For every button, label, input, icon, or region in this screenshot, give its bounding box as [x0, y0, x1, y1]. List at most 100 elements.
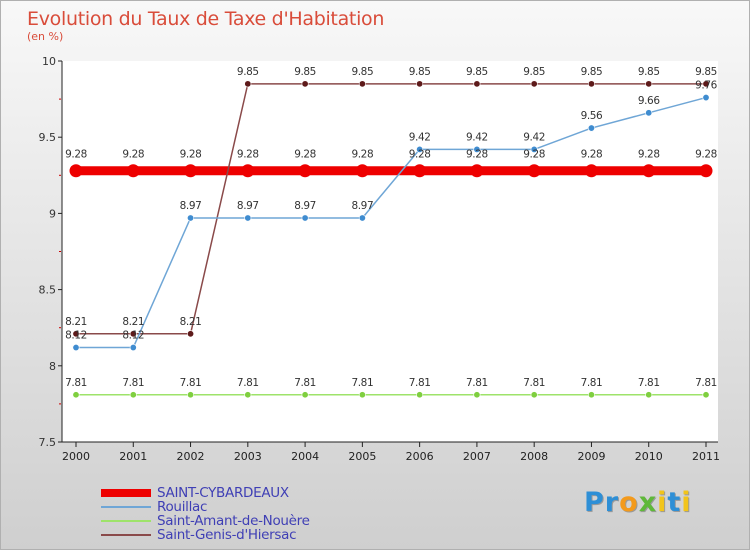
data-label-saint-cybardeaux: 9.28	[180, 149, 202, 161]
data-label-saint-amant: 7.81	[294, 377, 316, 389]
data-point-saint-amant	[301, 391, 309, 399]
legend-label: Saint-Genis-d'Hiersac	[157, 527, 297, 543]
data-point-rouillac	[358, 214, 366, 222]
data-label-saint-amant: 7.81	[466, 377, 488, 389]
data-label-saint-genis: 9.85	[409, 66, 431, 78]
data-label-saint-cybardeaux: 9.28	[351, 149, 373, 161]
x-tick-label: 2005	[348, 450, 376, 463]
data-point-saint-amant	[358, 391, 366, 399]
data-point-saint-cybardeaux	[355, 164, 369, 178]
data-label-rouillac: 9.42	[409, 131, 431, 143]
data-label-saint-genis: 8.21	[65, 316, 87, 328]
data-label-saint-cybardeaux: 9.28	[695, 149, 717, 161]
data-label-saint-genis: 9.85	[351, 66, 373, 78]
data-label-saint-amant: 7.81	[237, 377, 259, 389]
data-point-saint-amant	[530, 391, 538, 399]
data-point-saint-amant	[587, 391, 595, 399]
x-tick-label: 2006	[406, 450, 434, 463]
data-point-saint-cybardeaux	[584, 164, 598, 178]
data-label-saint-genis: 9.85	[581, 66, 603, 78]
data-point-saint-cybardeaux	[699, 164, 713, 178]
data-label-saint-cybardeaux: 9.28	[581, 149, 603, 161]
data-label-saint-cybardeaux: 9.28	[65, 149, 87, 161]
x-tick-label: 2009	[577, 450, 605, 463]
data-label-saint-amant: 7.81	[638, 377, 660, 389]
data-label-saint-genis: 9.85	[466, 66, 488, 78]
data-label-rouillac: 9.66	[638, 95, 660, 107]
data-point-saint-amant	[187, 391, 195, 399]
data-point-rouillac	[72, 344, 80, 352]
data-point-saint-genis	[72, 330, 80, 338]
y-tick-label: 8.5	[39, 284, 57, 297]
data-point-rouillac	[645, 109, 653, 117]
data-label-rouillac: 8.97	[180, 200, 202, 212]
x-tick-label: 2000	[62, 450, 90, 463]
data-point-saint-amant	[244, 391, 252, 399]
data-label-saint-genis: 8.21	[180, 316, 202, 328]
data-label-rouillac: 8.12	[122, 330, 144, 342]
y-tick-label: 8	[49, 360, 56, 373]
data-label-saint-cybardeaux: 9.28	[237, 149, 259, 161]
legend-swatch-rouillac	[101, 506, 151, 508]
data-label-rouillac: 8.12	[65, 330, 87, 342]
data-point-saint-genis	[244, 80, 252, 88]
data-point-rouillac	[702, 94, 710, 102]
data-point-rouillac	[129, 344, 137, 352]
data-label-rouillac: 8.97	[294, 200, 316, 212]
x-tick-label: 2010	[635, 450, 663, 463]
proxiti-logo: Proxiti	[584, 487, 692, 518]
y-tick-label: 9	[49, 207, 56, 220]
legend-swatch-saint-amant	[101, 520, 151, 522]
legend-swatch-saint-genis	[101, 534, 151, 536]
chart-subtitle: (en %)	[27, 30, 64, 43]
data-point-rouillac	[530, 145, 538, 153]
x-tick-label: 2003	[234, 450, 262, 463]
x-tick-label: 2001	[119, 450, 147, 463]
legend-label: SAINT-CYBARDEAUX	[157, 485, 289, 501]
data-label-saint-genis: 9.85	[523, 66, 545, 78]
data-label-saint-genis: 8.21	[122, 316, 144, 328]
data-point-saint-genis	[129, 330, 137, 338]
data-point-saint-genis	[358, 80, 366, 88]
data-label-saint-cybardeaux: 9.28	[122, 149, 144, 161]
data-label-saint-amant: 7.81	[122, 377, 144, 389]
legend-swatch-saint-cybardeaux	[101, 489, 151, 497]
data-point-saint-cybardeaux	[126, 164, 140, 178]
data-point-saint-cybardeaux	[413, 164, 427, 178]
y-tick-label: 10	[42, 55, 56, 68]
data-label-saint-cybardeaux: 9.28	[638, 149, 660, 161]
data-label-rouillac: 8.97	[351, 200, 373, 212]
data-label-saint-amant: 7.81	[581, 377, 603, 389]
data-label-rouillac: 8.97	[237, 200, 259, 212]
x-tick-label: 2002	[177, 450, 205, 463]
data-point-rouillac	[473, 145, 481, 153]
series-line-saint-genis	[76, 83, 706, 335]
data-point-rouillac	[587, 124, 595, 132]
data-point-saint-amant	[129, 391, 137, 399]
data-point-saint-genis	[301, 80, 309, 88]
data-point-rouillac	[187, 214, 195, 222]
data-label-saint-genis: 9.85	[695, 66, 717, 78]
data-label-saint-genis: 9.85	[237, 66, 259, 78]
data-label-saint-amant: 7.81	[695, 377, 717, 389]
data-point-rouillac	[416, 145, 424, 153]
data-label-saint-amant: 7.81	[409, 377, 431, 389]
chart-title: Evolution du Taux de Taxe d'Habitation	[27, 8, 385, 30]
x-tick-label: 2007	[463, 450, 491, 463]
x-tick-label: 2011	[692, 450, 720, 463]
data-point-saint-genis	[473, 80, 481, 88]
data-point-saint-cybardeaux	[470, 164, 484, 178]
x-tick-label: 2004	[291, 450, 319, 463]
data-label-saint-amant: 7.81	[65, 377, 87, 389]
data-point-saint-genis	[187, 330, 195, 338]
data-point-saint-cybardeaux	[184, 164, 198, 178]
legend-label: Saint-Amant-de-Nouère	[157, 513, 310, 529]
data-point-saint-genis	[645, 80, 653, 88]
data-point-saint-genis	[587, 80, 595, 88]
data-label-rouillac: 9.42	[523, 131, 545, 143]
data-point-saint-cybardeaux	[69, 164, 83, 178]
data-point-saint-amant	[72, 391, 80, 399]
data-point-saint-genis	[702, 80, 710, 88]
